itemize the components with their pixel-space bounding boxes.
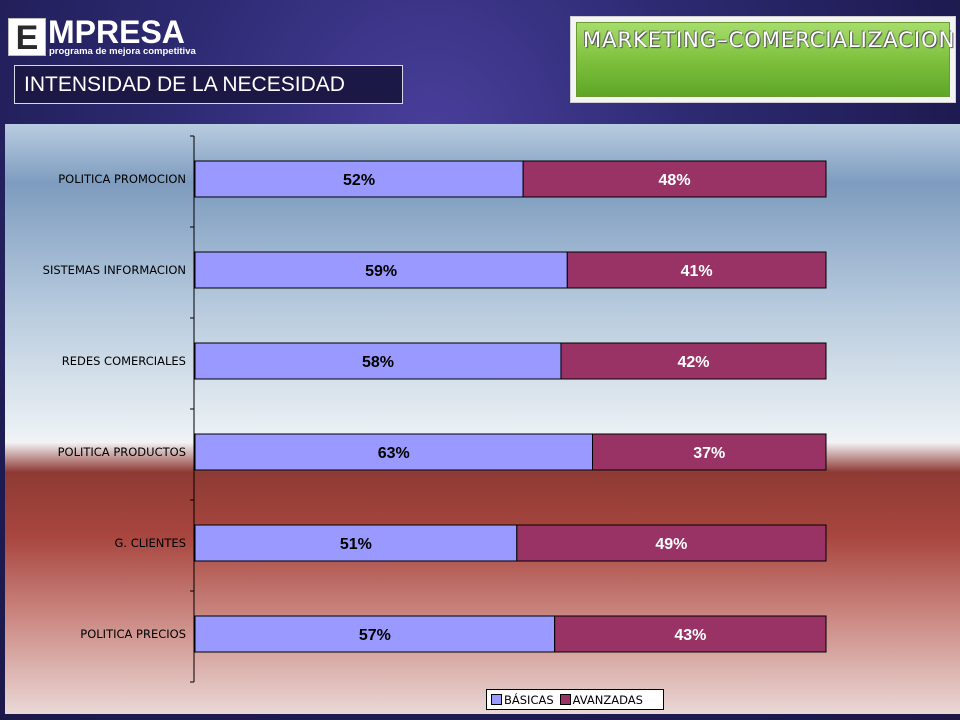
legend-item: AVANZADAS bbox=[559, 692, 643, 707]
data-label: 41% bbox=[681, 263, 713, 280]
category-label: POLITICA PRECIOS bbox=[80, 627, 186, 641]
legend-label: AVANZADAS bbox=[572, 692, 643, 707]
logo-tagline: programa de mejora competitiva bbox=[49, 46, 196, 57]
data-label: 37% bbox=[693, 445, 725, 462]
slide-subtitle: INTENSIDAD DE LA NECESIDAD bbox=[14, 65, 403, 104]
category-label: REDES COMERCIALES bbox=[62, 354, 186, 368]
data-label: 59% bbox=[365, 263, 397, 280]
bar-avanzadas bbox=[554, 615, 827, 653]
data-label: 51% bbox=[340, 536, 372, 553]
category-label: POLITICA PROMOCION bbox=[58, 172, 186, 186]
data-label: 57% bbox=[359, 627, 391, 644]
chart-legend: BÁSICAS AVANZADAS bbox=[486, 689, 664, 710]
legend-label: BÁSICAS bbox=[504, 692, 554, 707]
bar-basicas bbox=[194, 433, 594, 471]
bar-basicas bbox=[194, 524, 518, 562]
category-label: SISTEMAS INFORMACION bbox=[43, 263, 186, 277]
bar-avanzadas bbox=[516, 524, 827, 562]
legend-swatch bbox=[491, 694, 502, 705]
bar-basicas bbox=[194, 615, 556, 653]
legend-swatch bbox=[559, 694, 571, 705]
data-label: 63% bbox=[378, 445, 410, 462]
bar-avanzadas bbox=[560, 342, 827, 380]
section-title: MARKETING–COMERCIALIZACION bbox=[576, 22, 954, 97]
data-label: 49% bbox=[655, 536, 687, 553]
empresa-logo: E MPRESA programa de mejora competitiva bbox=[8, 14, 208, 60]
bar-chart: POLITICA PROMOCION 52% 48% SISTEMAS INFORMA… bbox=[43, 135, 827, 683]
data-label: 42% bbox=[677, 354, 709, 371]
chart-panel: POLITICA PROMOCION 52% 48% SISTEMAS INFORMA… bbox=[5, 124, 960, 714]
category-label: POLITICA PRODUCTOS bbox=[58, 445, 186, 459]
category-label: G. CLIENTES bbox=[114, 536, 186, 550]
bar-avanzadas bbox=[566, 251, 827, 289]
section-banner: MARKETING–COMERCIALIZACION bbox=[570, 16, 956, 103]
data-label: 43% bbox=[674, 627, 706, 644]
data-label: 52% bbox=[343, 172, 375, 189]
logo-word: MPRESA bbox=[48, 14, 185, 50]
bar-avanzadas bbox=[522, 160, 827, 198]
bar-avanzadas bbox=[592, 433, 827, 471]
legend-item: BÁSICAS bbox=[491, 693, 554, 707]
data-label: 58% bbox=[362, 354, 394, 371]
bar-basicas bbox=[194, 342, 562, 380]
data-label: 48% bbox=[659, 172, 691, 189]
logo-letter: E bbox=[8, 18, 46, 57]
bar-basicas bbox=[194, 160, 524, 198]
